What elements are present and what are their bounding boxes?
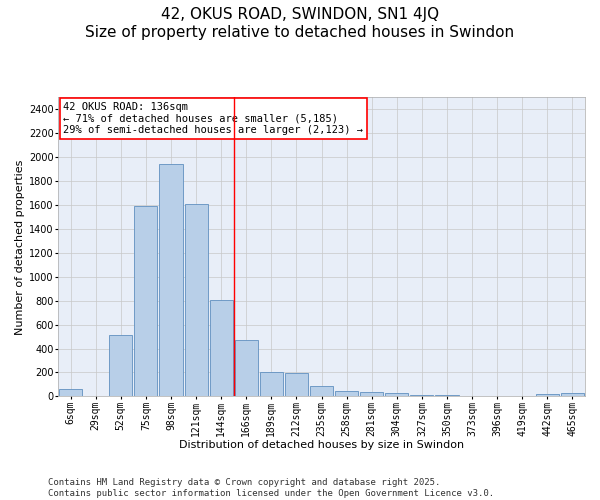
Bar: [536, 394, 559, 396]
Bar: [235, 340, 258, 396]
Bar: [160, 164, 182, 396]
Y-axis label: Number of detached properties: Number of detached properties: [15, 159, 25, 334]
Bar: [59, 389, 82, 396]
Bar: [335, 391, 358, 396]
Bar: [360, 392, 383, 396]
X-axis label: Distribution of detached houses by size in Swindon: Distribution of detached houses by size …: [179, 440, 464, 450]
Text: 42 OKUS ROAD: 136sqm
← 71% of detached houses are smaller (5,185)
29% of semi-de: 42 OKUS ROAD: 136sqm ← 71% of detached h…: [64, 102, 364, 135]
Bar: [436, 395, 458, 396]
Bar: [109, 336, 133, 396]
Bar: [260, 372, 283, 396]
Bar: [410, 394, 433, 396]
Bar: [561, 393, 584, 396]
Text: 42, OKUS ROAD, SWINDON, SN1 4JQ
Size of property relative to detached houses in : 42, OKUS ROAD, SWINDON, SN1 4JQ Size of …: [85, 8, 515, 40]
Bar: [385, 393, 409, 396]
Bar: [209, 300, 233, 396]
Bar: [134, 206, 157, 396]
Bar: [310, 386, 333, 396]
Text: Contains HM Land Registry data © Crown copyright and database right 2025.
Contai: Contains HM Land Registry data © Crown c…: [48, 478, 494, 498]
Bar: [185, 204, 208, 396]
Bar: [285, 373, 308, 396]
